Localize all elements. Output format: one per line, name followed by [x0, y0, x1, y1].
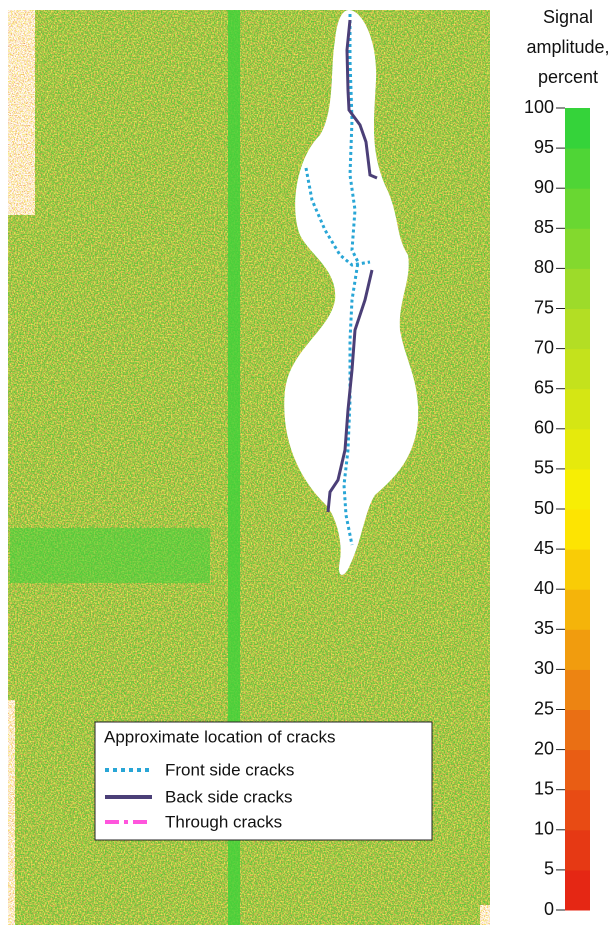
colorbar-segment: [565, 308, 590, 350]
colorbar-segment: [565, 509, 590, 550]
colorbar-tick-label: 45: [534, 538, 554, 558]
colorbar-tick-label: 65: [534, 377, 554, 397]
colorbar-tick-label: 70: [534, 337, 554, 357]
colorbar-tick-label: 10: [534, 819, 554, 839]
colorbar-tick-label: 35: [534, 618, 554, 638]
colorbar-tick-label: 95: [534, 137, 554, 157]
colorbar-title: Signal: [543, 7, 593, 27]
scan-seam: [228, 10, 240, 925]
colorbar-tick-label: 20: [534, 738, 554, 758]
sound-region: [284, 10, 419, 575]
colorbar-tick-label: 55: [534, 458, 554, 478]
legend-label: Front side cracks: [165, 760, 294, 779]
colorbar-segment: [565, 268, 590, 309]
back-crack: [345, 19, 378, 180]
back-crack: [326, 269, 374, 513]
colorbar-tick-label: 85: [534, 217, 554, 237]
colorbar-segment: [565, 108, 590, 149]
legend-title: Approximate location of cracks: [104, 727, 336, 746]
colorbar-segment: [565, 388, 590, 430]
colorbar-tick-label: 5: [544, 859, 554, 879]
colorbar-tick-label: 90: [534, 177, 554, 197]
colorbar-segment: [565, 148, 590, 189]
colorbar-segment: [565, 749, 590, 791]
front-crack: [304, 167, 371, 267]
legend: Approximate location of cracks Front sid…: [94, 721, 433, 841]
colorbar-tick-label: 60: [534, 418, 554, 438]
colorbar-segment: [565, 709, 590, 751]
legend-box: [94, 721, 433, 841]
colorbar-tick-label: 30: [534, 658, 554, 678]
colorbar-tick-label: 25: [534, 698, 554, 718]
colorbar-segment: [565, 869, 590, 911]
colorbar-tick-label: 50: [534, 498, 554, 518]
colorbar-segment: [565, 629, 590, 670]
scan-map: [8, 10, 490, 925]
colorbar-segment: [565, 348, 590, 390]
front-crack: [342, 14, 360, 546]
colorbar: Signal amplitude, percent 0 5 10 15 20 25 30 35 40 4…: [524, 7, 610, 919]
colorbar-tick-label: 0: [544, 899, 554, 919]
colorbar-segment: [565, 228, 590, 269]
colorbar-segment: [565, 549, 590, 590]
scan-band: [10, 528, 210, 583]
colorbar-segment: [565, 789, 590, 831]
colorbar-segment: [565, 669, 590, 710]
colorbar-segment: [565, 428, 590, 470]
legend-label: Through cracks: [165, 812, 282, 831]
colorbar-segment: [565, 829, 590, 871]
colorbar-segment: [565, 589, 590, 630]
colorbar-segment: [565, 468, 590, 510]
legend-label: Back side cracks: [165, 787, 293, 806]
colorbar-tick-label: 75: [534, 297, 554, 317]
colorbar-tick-label: 80: [534, 257, 554, 277]
colorbar-title: amplitude,: [526, 37, 609, 57]
colorbar-tick-label: 40: [534, 578, 554, 598]
colorbar-tick-label: 15: [534, 778, 554, 798]
colorbar-segment: [565, 188, 590, 229]
colorbar-tick-label: 100: [524, 97, 554, 117]
colorbar-title: percent: [538, 67, 598, 87]
